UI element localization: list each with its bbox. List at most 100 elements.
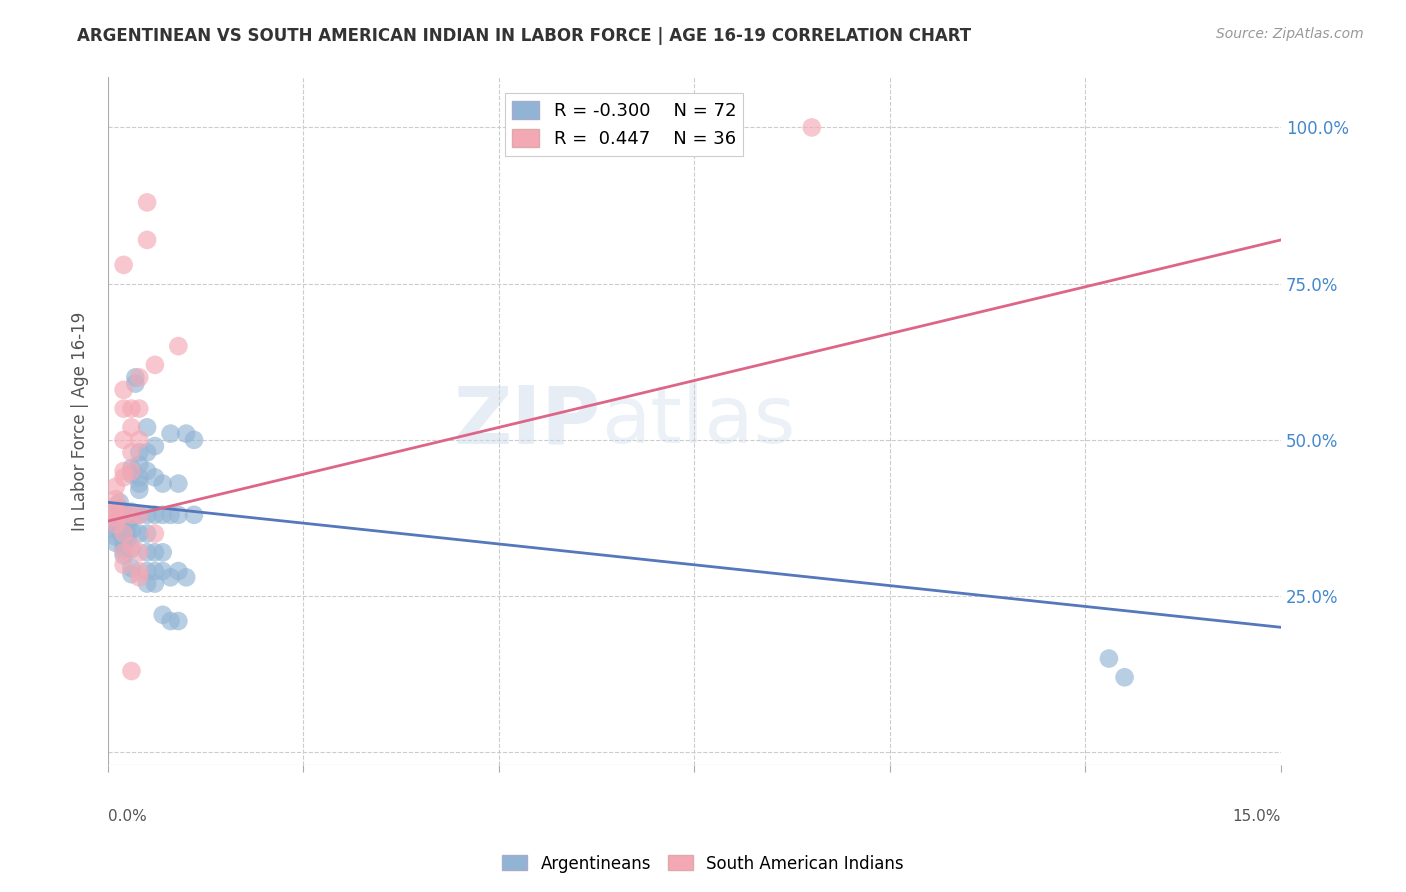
Point: [174, 570, 197, 584]
Point: [152, 545, 174, 559]
Point: [120, 467, 142, 482]
Point: [104, 530, 127, 544]
Y-axis label: In Labor Force | Age 16-19: In Labor Force | Age 16-19: [72, 311, 89, 531]
Point: [128, 458, 150, 472]
Point: [120, 401, 142, 416]
Point: [143, 470, 166, 484]
Point: [104, 517, 127, 532]
Text: 15.0%: 15.0%: [1233, 808, 1281, 823]
Point: [117, 520, 139, 534]
Point: [104, 480, 127, 494]
Point: [800, 120, 823, 135]
Point: [120, 511, 142, 525]
Point: [128, 508, 150, 522]
Point: [124, 370, 146, 384]
Point: [112, 505, 135, 519]
Point: [159, 508, 181, 522]
Point: [120, 461, 142, 475]
Point: [120, 420, 142, 434]
Point: [128, 445, 150, 459]
Point: [167, 508, 190, 522]
Point: [1098, 651, 1121, 665]
Point: [112, 433, 135, 447]
Point: [159, 570, 181, 584]
Point: [112, 401, 135, 416]
Point: [112, 536, 135, 550]
Point: [136, 195, 159, 210]
Point: [128, 433, 150, 447]
Point: [136, 508, 159, 522]
Point: [152, 508, 174, 522]
Point: [128, 483, 150, 497]
Point: [104, 505, 127, 519]
Point: [112, 558, 135, 572]
Point: [152, 607, 174, 622]
Point: [167, 564, 190, 578]
Point: [120, 664, 142, 678]
Point: [124, 376, 146, 391]
Point: [104, 499, 127, 513]
Point: [117, 514, 139, 528]
Point: [104, 492, 127, 507]
Point: [112, 514, 135, 528]
Text: 0.0%: 0.0%: [108, 808, 146, 823]
Point: [120, 445, 142, 459]
Point: [136, 545, 159, 559]
Point: [128, 401, 150, 416]
Text: ARGENTINEAN VS SOUTH AMERICAN INDIAN IN LABOR FORCE | AGE 16-19 CORRELATION CHAR: ARGENTINEAN VS SOUTH AMERICAN INDIAN IN …: [77, 27, 972, 45]
Point: [108, 495, 131, 509]
Point: [117, 508, 139, 522]
Point: [120, 542, 142, 557]
Point: [128, 508, 150, 522]
Point: [120, 539, 142, 553]
Text: ZIP: ZIP: [453, 382, 600, 460]
Point: [112, 530, 135, 544]
Point: [112, 524, 135, 538]
Point: [108, 511, 131, 525]
Point: [112, 258, 135, 272]
Point: [128, 545, 150, 559]
Text: Source: ZipAtlas.com: Source: ZipAtlas.com: [1216, 27, 1364, 41]
Point: [104, 524, 127, 538]
Point: [120, 505, 142, 519]
Point: [136, 445, 159, 459]
Point: [167, 614, 190, 628]
Text: atlas: atlas: [600, 382, 794, 460]
Point: [128, 476, 150, 491]
Point: [136, 420, 159, 434]
Point: [1114, 670, 1136, 684]
Point: [159, 426, 181, 441]
Point: [128, 526, 150, 541]
Point: [174, 426, 197, 441]
Point: [112, 508, 135, 522]
Point: [104, 505, 127, 519]
Point: [120, 561, 142, 575]
Point: [143, 545, 166, 559]
Point: [104, 536, 127, 550]
Point: [136, 526, 159, 541]
Point: [128, 570, 150, 584]
Point: [143, 526, 166, 541]
Point: [183, 508, 205, 522]
Point: [104, 517, 127, 532]
Point: [167, 476, 190, 491]
Point: [108, 524, 131, 538]
Point: [143, 576, 166, 591]
Point: [104, 511, 127, 525]
Point: [128, 370, 150, 384]
Point: [183, 433, 205, 447]
Point: [117, 533, 139, 547]
Point: [117, 526, 139, 541]
Point: [112, 545, 135, 559]
Point: [108, 501, 131, 516]
Point: [112, 464, 135, 478]
Point: [112, 470, 135, 484]
Point: [152, 564, 174, 578]
Point: [120, 567, 142, 582]
Point: [136, 576, 159, 591]
Point: [120, 464, 142, 478]
Point: [128, 564, 150, 578]
Point: [143, 564, 166, 578]
Point: [112, 383, 135, 397]
Point: [128, 470, 150, 484]
